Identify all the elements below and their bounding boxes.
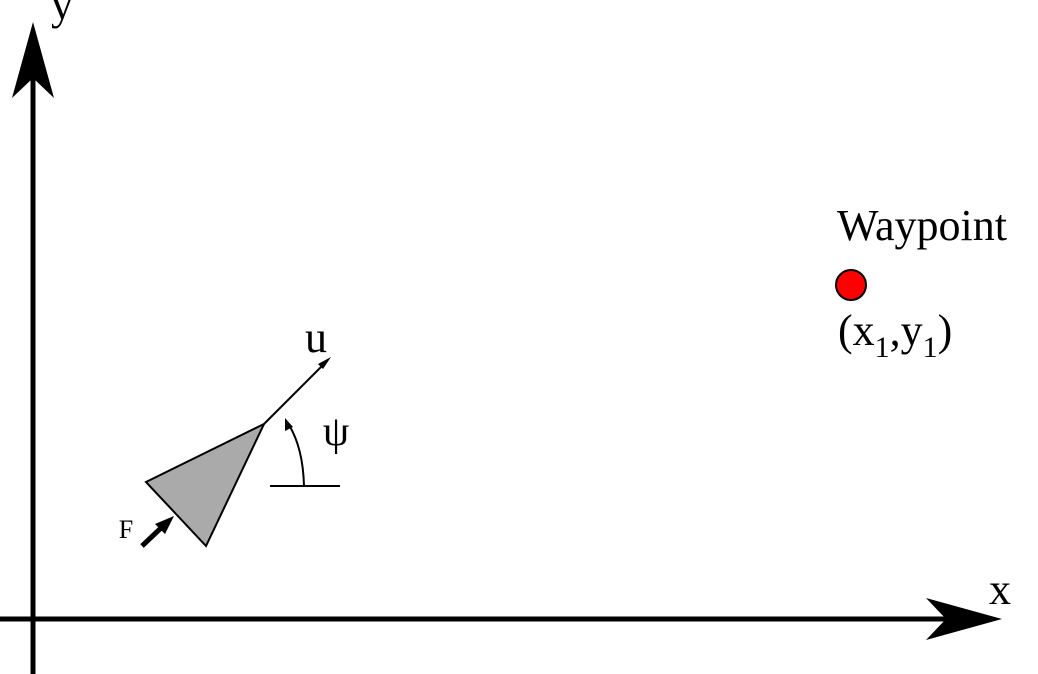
velocity-vector <box>263 361 327 425</box>
x-axis-arrowhead <box>926 598 1002 640</box>
waypoint-marker <box>835 269 867 301</box>
velocity-arrowhead <box>318 357 331 369</box>
heading-angle-arc <box>288 424 305 487</box>
y-axis: y <box>12 0 73 674</box>
velocity-label: u <box>305 313 327 362</box>
force-label: F <box>119 515 133 544</box>
coord-subscript-1: 1 <box>875 331 890 364</box>
coord-open: (x <box>838 306 875 355</box>
heading-arc-arrowhead <box>285 418 293 431</box>
x-axis: x <box>0 565 1011 640</box>
y-axis-arrowhead <box>12 22 54 98</box>
force-arrowhead <box>155 516 174 534</box>
waypoint-title: Waypoint <box>837 201 1007 250</box>
coord-subscript-2: 1 <box>923 331 938 364</box>
waypoint: Waypoint (x1,y1) <box>835 201 1007 364</box>
vehicle-body <box>144 421 267 548</box>
vehicle: u ψ F <box>119 313 349 548</box>
y-axis-label: y <box>51 0 73 29</box>
coord-separator: ,y <box>890 306 923 355</box>
force-arrow-shaft <box>140 526 163 548</box>
waypoint-coordinates: (x1,y1) <box>838 306 952 364</box>
heading-angle-label: ψ <box>323 409 349 455</box>
coord-close: ) <box>938 306 953 355</box>
x-axis-label: x <box>989 565 1011 614</box>
